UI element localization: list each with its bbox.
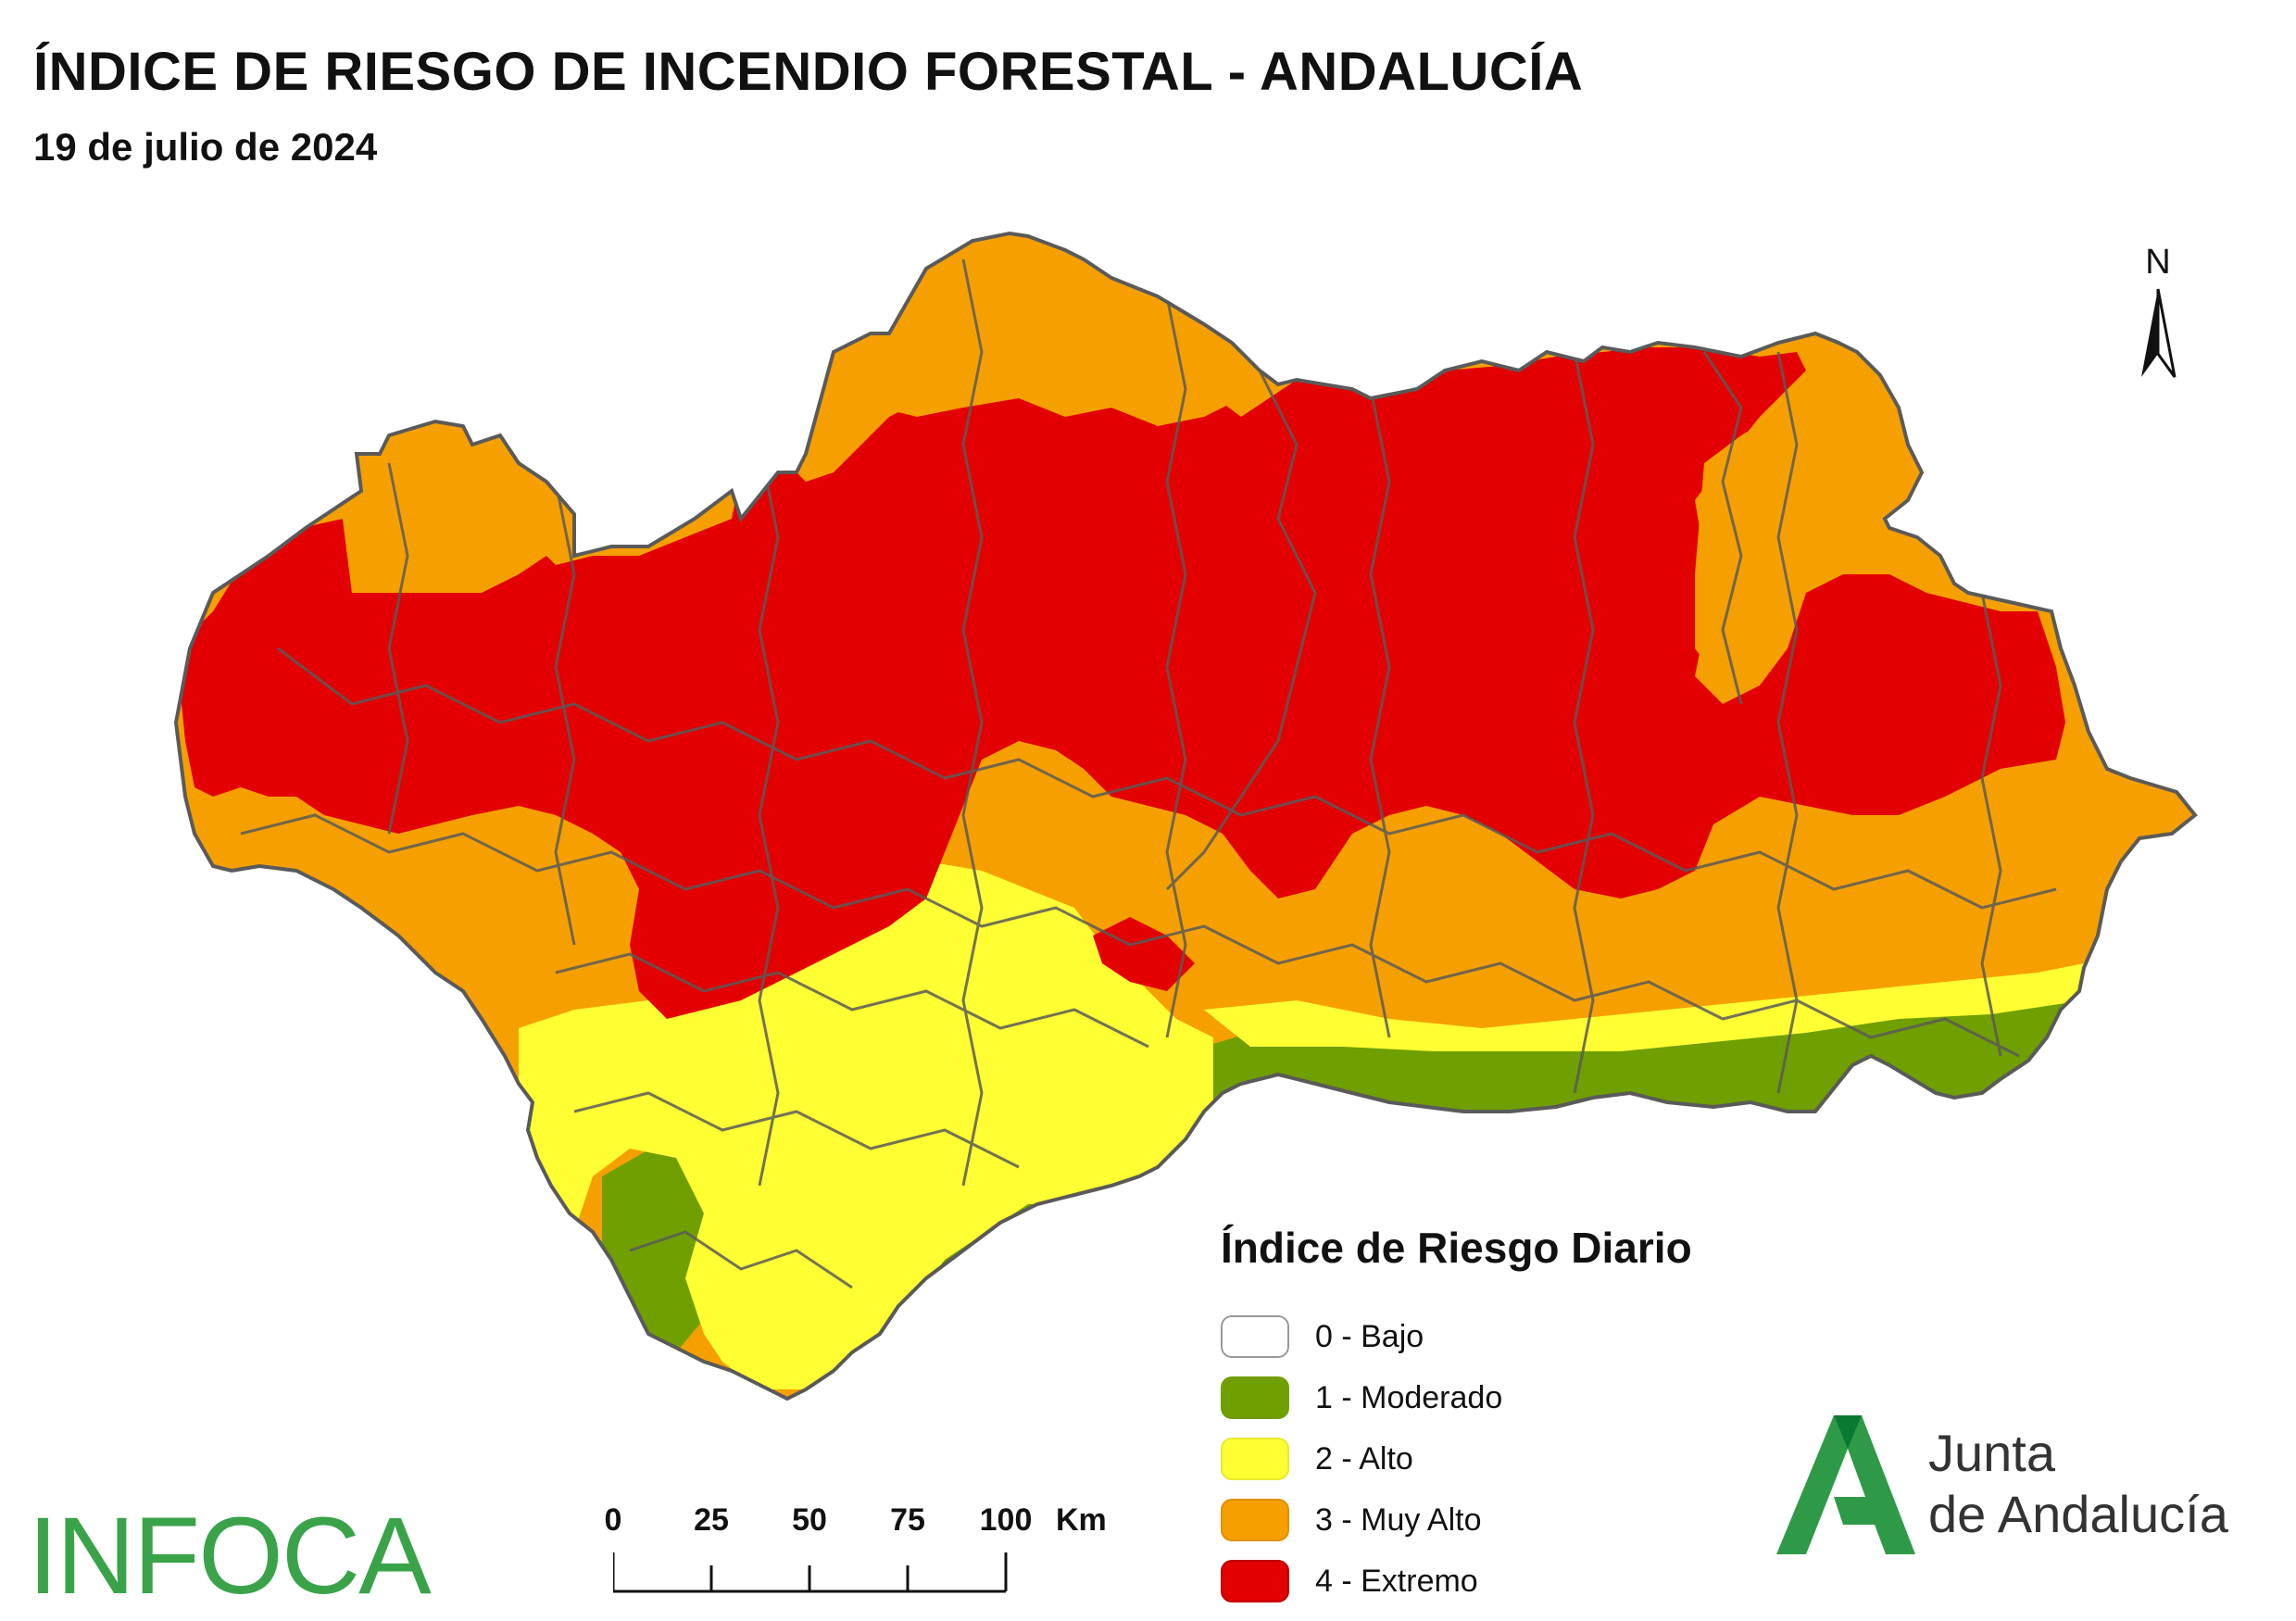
- legend-label: 4 - Extremo: [1315, 1563, 1478, 1599]
- scale-unit: Km: [1056, 1502, 1107, 1538]
- legend-item-muy-alto: 3 - Muy Alto: [1221, 1489, 1869, 1551]
- map-date: 19 de julio de 2024: [33, 125, 378, 169]
- scale-ruler: [613, 1552, 1008, 1593]
- legend-swatch-bajo: [1221, 1315, 1289, 1358]
- scale-tick-label: 75: [890, 1502, 925, 1538]
- infoca-logo: INFOCA: [28, 1495, 432, 1617]
- scale-bar: 0 25 50 75 100 Km: [602, 1502, 1121, 1604]
- north-arrow: N: [2121, 243, 2195, 391]
- scale-tick-label: 100: [979, 1502, 1033, 1538]
- scale-tick-label: 25: [694, 1502, 729, 1538]
- north-label: N: [2145, 243, 2171, 282]
- legend-swatch-moderado: [1221, 1376, 1289, 1419]
- legend: Índice de Riesgo Diario 0 - Bajo 1 - Mod…: [1221, 1223, 1869, 1612]
- map-title: ÍNDICE DE RIESGO DE INCENDIO FORESTAL - …: [33, 42, 1584, 102]
- municipal-boundaries: [240, 258, 2057, 1289]
- legend-label: 0 - Bajo: [1315, 1318, 1424, 1354]
- zone-alto-southwest: [519, 861, 2084, 1389]
- zone-muy-alto-northeast: [343, 269, 1908, 685]
- legend-label: 1 - Moderado: [1315, 1379, 1503, 1415]
- junta-andalucia-logo-icon: [1776, 1415, 1915, 1554]
- legend-swatch-muy-alto: [1221, 1499, 1289, 1541]
- legend-label: 3 - Muy Alto: [1315, 1502, 1482, 1538]
- legend-item-moderado: 1 - Moderado: [1221, 1367, 1869, 1428]
- legend-swatch-extremo: [1221, 1560, 1289, 1602]
- junta-line-2: de Andalucía: [1928, 1485, 2228, 1543]
- legend-label: 2 - Alto: [1315, 1440, 1413, 1476]
- legend-swatch-alto: [1221, 1438, 1289, 1480]
- junta-andalucia-wordmark: Junta de Andalucía: [1928, 1423, 2228, 1545]
- legend-title: Índice de Riesgo Diario: [1221, 1224, 1692, 1272]
- north-arrow-icon: [2141, 288, 2177, 378]
- zone-extremo-central: [176, 347, 2065, 1019]
- scale-tick-label: 50: [792, 1502, 827, 1538]
- junta-line-1: Junta: [1928, 1424, 2055, 1482]
- legend-item-alto: 2 - Alto: [1221, 1428, 1869, 1489]
- legend-item-extremo: 4 - Extremo: [1221, 1551, 1869, 1612]
- scale-tick-label: 0: [604, 1502, 622, 1538]
- legend-item-bajo: 0 - Bajo: [1221, 1306, 1869, 1367]
